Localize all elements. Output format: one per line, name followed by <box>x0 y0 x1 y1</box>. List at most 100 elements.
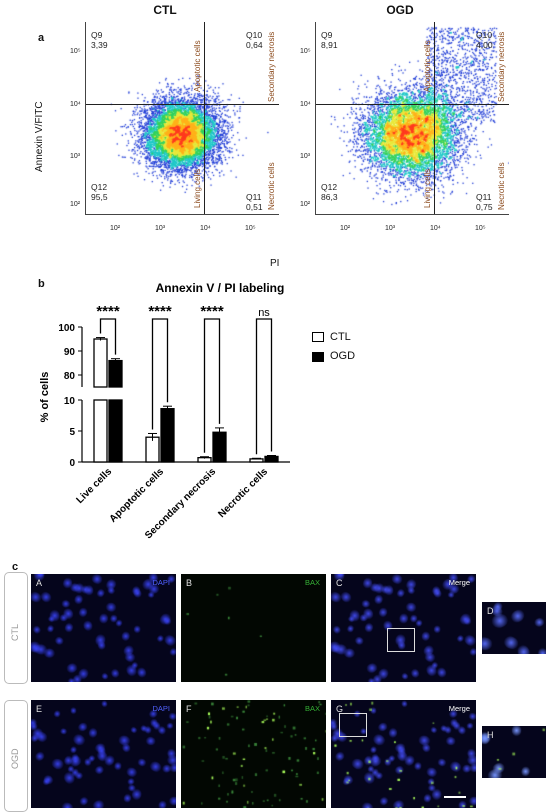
bar-ogd <box>108 359 123 388</box>
significance-marker: **** <box>148 303 172 320</box>
region-label-necrotic-ctl: Necrotic cells <box>267 162 276 210</box>
x-tick: 10² <box>340 225 351 232</box>
y-tick-label: 90 <box>64 347 76 358</box>
y-tick: 10⁴ <box>70 101 81 108</box>
quadrant-q9-ctl: Q9 3,39 <box>91 30 108 50</box>
micrograph-g: G Merge <box>331 700 476 808</box>
x-tick: 10³ <box>385 225 396 232</box>
y-tick: 10³ <box>300 153 311 160</box>
flow-plot-title-ctl: CTL <box>153 3 177 17</box>
x-tick: 10⁵ <box>245 225 256 232</box>
legend-label-ogd: OGD <box>330 350 356 362</box>
panel-b-letter: b <box>38 278 45 290</box>
stain-label: Merge <box>448 704 470 713</box>
micrograph-letter: F <box>186 704 192 714</box>
y-tick-label: 80 <box>64 371 76 382</box>
y-tick: 10² <box>300 201 311 208</box>
zoom-region-box <box>387 628 415 652</box>
zoom-region-box <box>339 713 367 737</box>
region-label-necrotic-ogd: Necrotic cells <box>497 162 506 210</box>
x-tick: 10³ <box>155 225 166 232</box>
quadrant-q11-ogd: Q11 0,75 <box>476 192 493 212</box>
micrograph-d: D <box>482 602 546 654</box>
quadrant-divider-horizontal <box>316 104 509 105</box>
bar-ctl-lower <box>93 399 108 463</box>
bar-ogd <box>160 408 175 463</box>
quadrant-divider-vertical <box>204 22 205 214</box>
stain-label: Merge <box>448 578 470 587</box>
micrograph-letter: D <box>487 606 494 616</box>
bar-chart: Annexin V / PI labeling % of cells 0 5 10 8… <box>39 281 290 541</box>
quadrant-q11-ctl: Q11 0,51 <box>246 192 263 212</box>
bar-ogd <box>212 431 227 463</box>
stain-label: BAX <box>304 704 320 713</box>
category-label: Apoptotic cells <box>108 466 167 525</box>
legend-swatch-ctl <box>312 332 324 342</box>
micrograph-letter: H <box>487 730 494 740</box>
bar-ctl <box>145 436 160 463</box>
region-label-apoptotic-ctl: Apoptotic cells <box>193 40 202 92</box>
pi-x-axis-label: PI <box>270 258 280 269</box>
row-label-ctl: CTL <box>4 572 28 684</box>
quadrant-q12-ctl: Q12 95,5 <box>91 182 108 202</box>
micrograph-h: H <box>482 726 546 778</box>
legend-label-ctl: CTL <box>330 331 351 343</box>
micrograph-letter: C <box>336 578 343 588</box>
significance-marker: **** <box>200 303 224 320</box>
region-label-living-ogd: Living cells <box>423 168 432 208</box>
y-tick-label: 100 <box>58 323 75 334</box>
y-tick: 10³ <box>70 153 81 160</box>
legend-swatch-ogd <box>312 352 324 362</box>
micrograph-c: C Merge <box>331 574 476 682</box>
x-tick: 10² <box>110 225 121 232</box>
y-tick: 10⁵ <box>300 48 311 55</box>
region-label-living-ctl: Living cells <box>193 168 202 208</box>
y-tick: 10² <box>70 201 81 208</box>
region-label-secondary-ogd: Secondary necrosis <box>497 31 506 102</box>
bar-ctl <box>93 338 108 388</box>
significance-marker: ns <box>258 307 270 319</box>
micrograph-b: B BAX <box>181 574 326 682</box>
flow-plot-title-ogd: OGD <box>386 3 414 17</box>
micrograph-f: F BAX <box>181 700 326 808</box>
flow-plot-ctl: Q9 3,39 Q10 0,64 Q11 0,51 Q12 95,5 Apoptotic… <box>85 22 279 215</box>
quadrant-q12-ogd: Q12 86,3 <box>321 182 338 202</box>
row-label-ogd: OGD <box>4 700 28 812</box>
scatter-density-ctl <box>86 22 279 214</box>
category-label: Live cells <box>75 466 115 506</box>
micrograph-letter: E <box>36 704 43 714</box>
quadrant-q9-ogd: Q9 8,91 <box>321 30 338 50</box>
stain-label: DAPI <box>152 704 170 713</box>
significance-bracket <box>203 318 221 453</box>
x-tick: 10⁵ <box>475 225 486 232</box>
stain-label: DAPI <box>152 578 170 587</box>
flow-plot-ogd: Q9 8,91 Q10 4,00 Q11 0,75 Q12 86,3 Apoptotic… <box>315 22 509 215</box>
panel-c-letter: c <box>12 561 19 573</box>
x-tick: 10⁴ <box>200 225 211 232</box>
micrograph-letter: B <box>186 578 193 588</box>
region-label-secondary-ctl: Secondary necrosis <box>267 31 276 102</box>
chart-title: Annexin V / PI labeling <box>156 281 285 295</box>
quadrant-divider-horizontal <box>86 104 279 105</box>
region-label-apoptotic-ogd: Apoptotic cells <box>423 40 432 92</box>
significance-bracket <box>99 318 117 355</box>
quadrant-q10-ogd: Q10 4,00 <box>476 30 493 50</box>
micrograph-e: E DAPI <box>31 700 176 808</box>
significance-marker: **** <box>96 303 120 320</box>
micrograph-letter: G <box>336 704 344 714</box>
panel-a-letter: a <box>38 32 45 44</box>
y-tick-label: 5 <box>69 427 75 438</box>
micrograph-a: A DAPI <box>31 574 176 682</box>
significance-bracket <box>151 318 169 430</box>
scale-bar <box>444 796 466 798</box>
y-tick: 10⁴ <box>300 101 311 108</box>
y-tick-label: 10 <box>64 396 76 407</box>
significance-bracket <box>255 318 273 455</box>
scatter-density-ogd <box>316 22 509 214</box>
category-label: Necrotic cells <box>216 466 270 520</box>
bar-ogd-lower <box>108 399 123 463</box>
x-tick: 10⁴ <box>430 225 441 232</box>
y-tick-label: 0 <box>69 458 75 469</box>
chart-y-label: % of cells <box>39 372 51 423</box>
micrograph-letter: A <box>36 578 43 588</box>
